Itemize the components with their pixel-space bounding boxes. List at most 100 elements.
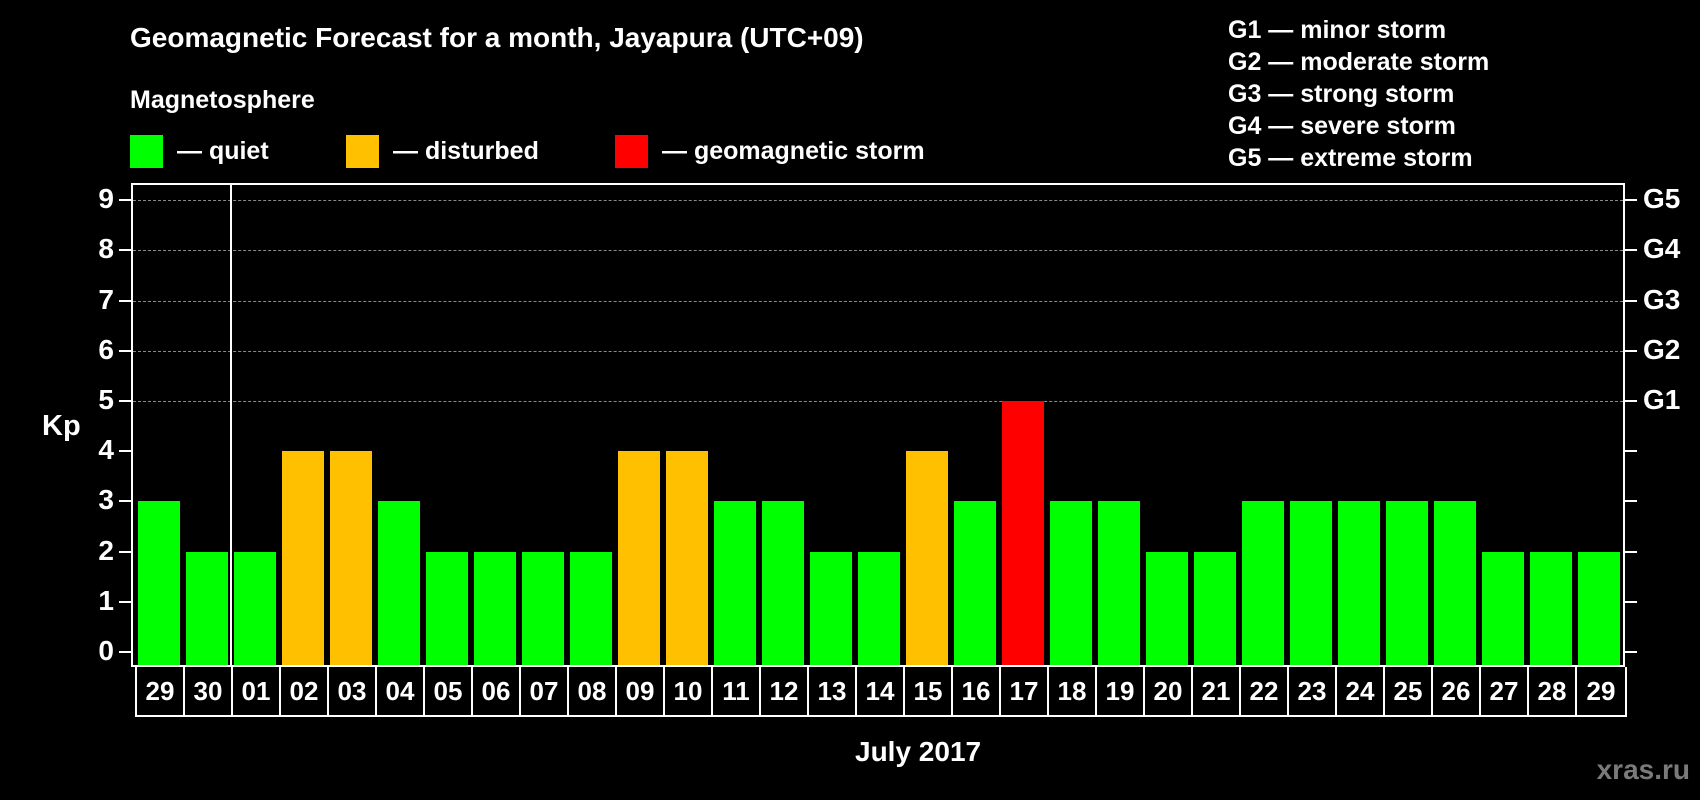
gridline bbox=[133, 350, 1623, 352]
bar-quiet bbox=[1050, 501, 1092, 665]
y-tick-right bbox=[1625, 550, 1637, 553]
y-tick-right bbox=[1625, 651, 1637, 653]
legend-label: — quiet bbox=[177, 136, 269, 165]
x-tick-label: 19 bbox=[1097, 667, 1145, 715]
x-tick-label: 14 bbox=[857, 667, 905, 715]
y-tick bbox=[119, 600, 131, 603]
y-tick bbox=[119, 651, 131, 653]
quiet-swatch bbox=[130, 134, 163, 168]
y-tick-label: 8 bbox=[98, 233, 114, 265]
bar-quiet bbox=[1386, 501, 1428, 665]
y-tick bbox=[119, 199, 131, 202]
x-tick-label: 12 bbox=[761, 667, 809, 715]
bar-quiet bbox=[570, 551, 612, 665]
x-tick-label: 20 bbox=[1145, 667, 1193, 715]
plot-area bbox=[131, 183, 1625, 667]
y-tick-label: 2 bbox=[98, 534, 114, 566]
y-tick-label: 5 bbox=[98, 384, 114, 415]
x-tick-label: 27 bbox=[1481, 667, 1529, 715]
x-tick-label: 24 bbox=[1337, 667, 1385, 715]
bar-disturbed bbox=[330, 451, 372, 665]
gscale-g1: G1 — minor storm bbox=[1228, 16, 1447, 44]
x-tick-label: 26 bbox=[1433, 667, 1481, 715]
x-tick-label: 16 bbox=[953, 667, 1001, 715]
x-tick-label: 10 bbox=[665, 667, 713, 715]
y-tick bbox=[119, 550, 131, 553]
y-tick-right bbox=[1625, 249, 1637, 252]
bar-quiet bbox=[474, 551, 516, 665]
g-scale-label: G3 bbox=[1643, 283, 1681, 315]
y-tick bbox=[119, 299, 131, 302]
bar-quiet bbox=[1338, 501, 1380, 665]
x-tick-label: 04 bbox=[377, 667, 425, 715]
y-tick bbox=[119, 500, 131, 503]
bar-quiet bbox=[522, 551, 564, 665]
bar-quiet bbox=[426, 551, 468, 665]
bar-quiet bbox=[1242, 501, 1284, 665]
y-tick-label: 0 bbox=[98, 635, 114, 666]
y-tick-right bbox=[1625, 600, 1637, 603]
bar-quiet bbox=[1194, 551, 1236, 665]
x-tick-label: 05 bbox=[425, 667, 473, 715]
x-tick-label: 28 bbox=[1529, 667, 1577, 715]
x-tick-label: 15 bbox=[905, 667, 953, 715]
bar-quiet bbox=[1530, 551, 1572, 665]
y-tick-label: 1 bbox=[98, 584, 114, 616]
bar-quiet bbox=[1578, 551, 1620, 665]
gridline bbox=[133, 200, 1623, 202]
x-axis-title: July 2017 bbox=[855, 736, 982, 767]
month-separator bbox=[230, 183, 232, 667]
bar-disturbed bbox=[282, 451, 324, 665]
bar-quiet bbox=[1290, 501, 1332, 665]
bar-quiet bbox=[954, 501, 996, 665]
y-tick-right bbox=[1625, 450, 1637, 453]
bar-quiet bbox=[810, 551, 852, 665]
y-tick-label: 4 bbox=[98, 434, 114, 466]
legend-item-disturbed: — disturbed bbox=[346, 134, 539, 168]
x-axis-labels: 29 30 01 02 03 04 05 06 07 08 09 10 11 12 13 14 15 16 17 18… bbox=[135, 667, 1627, 717]
bar-quiet bbox=[378, 501, 420, 665]
x-tick-label: 06 bbox=[473, 667, 521, 715]
y-tick bbox=[119, 249, 131, 252]
x-tick-label: 22 bbox=[1241, 667, 1289, 715]
x-tick-label: 30 bbox=[185, 667, 233, 715]
x-tick-label: 07 bbox=[521, 667, 569, 715]
bar-quiet bbox=[234, 551, 276, 665]
y-tick-label: 6 bbox=[98, 333, 114, 365]
y-tick bbox=[119, 450, 131, 453]
bar-quiet bbox=[714, 501, 756, 665]
x-tick-label: 29 bbox=[137, 667, 185, 715]
gridline bbox=[133, 250, 1623, 252]
legend-item-quiet: — quiet bbox=[130, 134, 269, 168]
y-tick-label: 9 bbox=[98, 183, 114, 215]
y-tick-label: 7 bbox=[98, 283, 114, 315]
gscale-g4: G4 — severe storm bbox=[1228, 112, 1456, 140]
bar-quiet bbox=[1098, 501, 1140, 665]
chart-title: Geomagnetic Forecast for a month, Jayapu… bbox=[130, 22, 864, 53]
y-tick-right bbox=[1625, 299, 1637, 302]
g-scale-label: G5 bbox=[1643, 183, 1681, 215]
x-tick-label: 13 bbox=[809, 667, 857, 715]
watermark: xras.ru bbox=[1596, 754, 1690, 785]
gridline bbox=[133, 401, 1623, 402]
legend-item-storm: — geomagnetic storm bbox=[615, 134, 925, 168]
g-scale-label: G4 bbox=[1643, 233, 1681, 265]
bar-quiet bbox=[138, 501, 180, 665]
bar-quiet bbox=[762, 501, 804, 665]
y-tick-label: 3 bbox=[98, 484, 114, 516]
y-tick-right bbox=[1625, 349, 1637, 352]
storm-swatch bbox=[615, 134, 648, 168]
x-tick-label: 21 bbox=[1193, 667, 1241, 715]
x-tick-label: 23 bbox=[1289, 667, 1337, 715]
y-tick-right bbox=[1625, 199, 1637, 202]
legend-label: — disturbed bbox=[393, 136, 539, 165]
g-scale-label: G1 bbox=[1643, 384, 1681, 415]
bar-quiet bbox=[858, 551, 900, 665]
bar-quiet bbox=[1482, 551, 1524, 665]
bar-quiet bbox=[1146, 551, 1188, 665]
legend-heading: Magnetosphere bbox=[130, 86, 315, 114]
gscale-legend: G1 — minor storm G2 — moderate storm G3 … bbox=[1228, 14, 1489, 174]
bar-quiet bbox=[1434, 501, 1476, 665]
gscale-g2: G2 — moderate storm bbox=[1228, 48, 1490, 76]
x-tick-label: 17 bbox=[1001, 667, 1049, 715]
